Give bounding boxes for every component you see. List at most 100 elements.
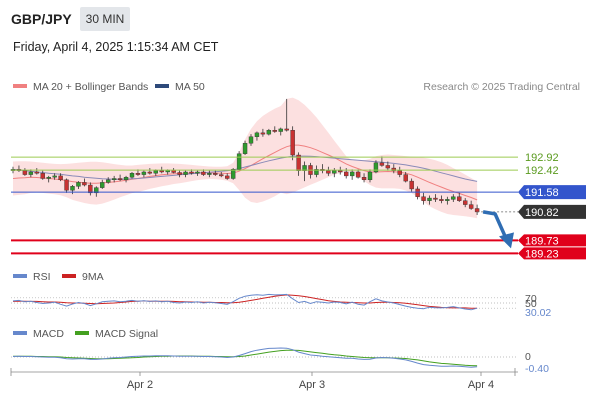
ma50-legend-swatch [155, 84, 169, 88]
candle-body [135, 173, 141, 175]
candle [213, 170, 218, 176]
candle [141, 170, 147, 178]
candle-body [332, 170, 337, 174]
rsi-last-value: 30.02 [525, 307, 551, 319]
candle [100, 179, 105, 189]
macd-tick-0: 0 [525, 351, 531, 363]
candle [272, 126, 277, 133]
candle-body [242, 143, 248, 154]
candle [385, 161, 391, 171]
candle-body [94, 187, 99, 194]
current-price-tag [518, 204, 586, 219]
candle [397, 166, 402, 178]
bollinger-band-area [13, 97, 478, 219]
candle-body [361, 176, 367, 181]
datetime-label: Friday, April 4, 2025 1:15:34 AM CET [13, 40, 219, 54]
forecast-arrow-head [499, 232, 514, 249]
candle [52, 173, 57, 180]
candle-body [457, 196, 462, 201]
candle [379, 156, 385, 167]
candle [373, 160, 379, 174]
candle-body [302, 165, 307, 171]
candle [355, 169, 361, 179]
candle-body [451, 196, 456, 200]
candle [302, 161, 307, 182]
candle-body [28, 171, 34, 175]
candle [451, 194, 456, 202]
candle [219, 171, 224, 178]
candle [147, 168, 153, 175]
candle-body [397, 170, 402, 175]
candle [266, 128, 272, 136]
candle [46, 175, 51, 183]
candle [349, 169, 355, 180]
macd-signal-legend-label: MACD Signal [95, 328, 158, 340]
candle-body [272, 130, 277, 132]
macd-last-value: -0.40 [525, 363, 549, 375]
candle-body [141, 171, 147, 175]
candle [468, 200, 474, 210]
candle [88, 182, 93, 196]
candle-body [105, 179, 111, 183]
candle [290, 126, 295, 161]
candle [22, 168, 28, 176]
rsi-tick-70: 70 [525, 293, 537, 305]
candle [433, 194, 438, 202]
candle-body [290, 130, 295, 156]
candle [314, 165, 319, 178]
x-tick-label: Apr 3 [299, 379, 325, 391]
candle-body [70, 186, 75, 191]
candle [195, 170, 200, 176]
candle-body [439, 199, 444, 201]
candle-body [403, 174, 408, 182]
candle-body [52, 175, 57, 178]
candle [296, 152, 301, 176]
candle [403, 171, 408, 183]
ma20-legend-swatch [13, 84, 27, 88]
rsi-tick-50: 50 [525, 298, 537, 310]
candle [427, 195, 432, 205]
candle [260, 128, 266, 137]
macd-legend-label: MACD [33, 328, 64, 340]
candle-body [76, 182, 81, 187]
candle-body [224, 175, 230, 179]
rsi-ma-legend-label: 9MA [82, 271, 104, 283]
candle-body [46, 176, 51, 179]
candle [391, 164, 396, 174]
timeframe-button[interactable]: 30 MIN [80, 7, 130, 31]
candle-body [385, 165, 391, 169]
candle-body [177, 172, 182, 175]
x-tick-label: Apr 4 [468, 379, 494, 391]
support-tag [518, 234, 586, 247]
candle [34, 168, 39, 175]
candle-body [129, 173, 135, 178]
candle [326, 166, 331, 176]
candle [76, 181, 81, 189]
candle-body [373, 162, 379, 173]
candle [409, 178, 414, 192]
candle [367, 169, 373, 183]
credit-label: Research © 2025 Trading Central [423, 81, 580, 93]
candle-body [284, 128, 289, 131]
candle-body [183, 171, 188, 175]
candle-body [266, 130, 272, 135]
candle-body [201, 171, 206, 175]
x-tick-label: Apr 2 [127, 379, 153, 391]
candle [129, 171, 135, 179]
candle-body [355, 171, 361, 178]
candle-body [391, 167, 396, 171]
candle [105, 177, 111, 184]
candle [338, 166, 343, 175]
candle-body [123, 176, 129, 181]
candle-body [147, 171, 153, 174]
support-label: 189.73 [525, 235, 559, 247]
candle-body [189, 171, 194, 174]
macd-line [12, 347, 478, 368]
support-tag [518, 247, 586, 260]
candle [183, 170, 188, 178]
candle [117, 174, 123, 182]
current-price-label: 190.82 [525, 207, 559, 219]
candle-body [445, 199, 450, 201]
candle-body [468, 204, 474, 209]
